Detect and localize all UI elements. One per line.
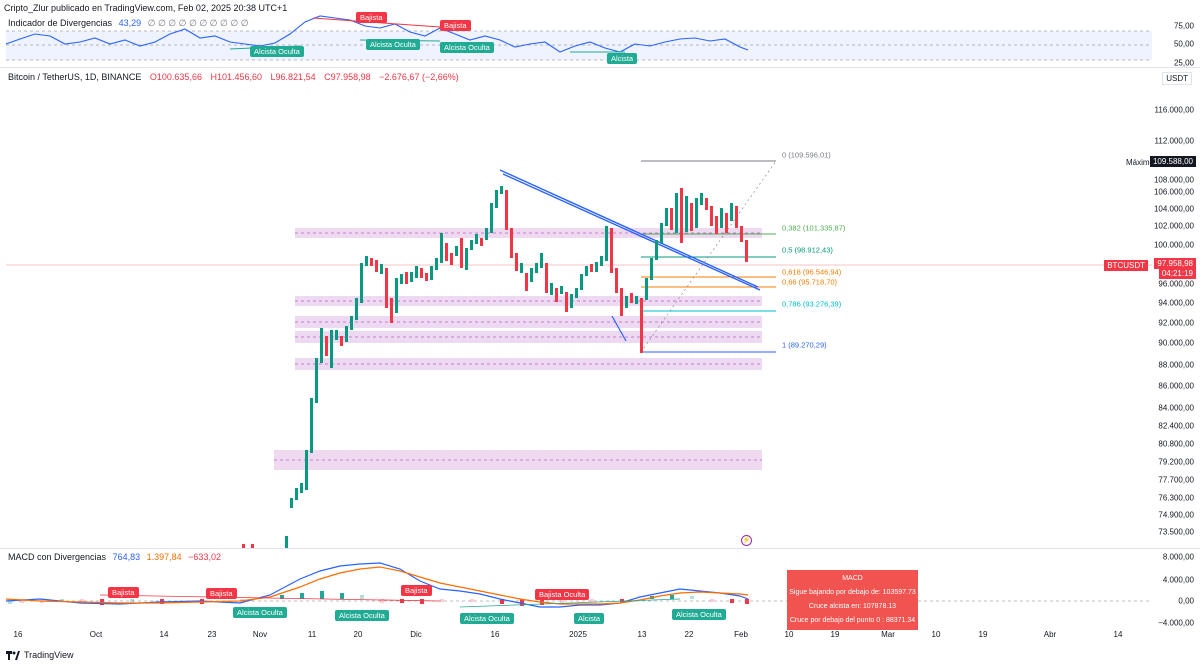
tradingview-logo-icon [6, 650, 20, 660]
countdown-tag: 04:21:19 [1158, 268, 1196, 279]
zones [274, 228, 762, 470]
maximo-label: Máximo [1126, 158, 1155, 167]
main-price-chart[interactable] [0, 68, 1200, 548]
div-tag-alcista-oculta-1: Alcista Oculta [250, 46, 304, 57]
fib-level-1: 1 (89.270,29) [782, 340, 827, 350]
macd-tag-alcista-oculta-2: Alcista Oculta [335, 610, 389, 621]
div-tag-alcista-oculta-2: Alcista Oculta [366, 39, 420, 50]
macd-value-1: 764,83 [112, 552, 141, 562]
macd-name: MACD con Divergencias [8, 552, 107, 562]
tradingview-brand[interactable]: TradingView [6, 650, 74, 660]
div-indicator-axis[interactable]: 75,00 50,00 25,00 [1173, 21, 1194, 68]
brand-name: TradingView [24, 650, 74, 660]
pane-separator[interactable] [0, 67, 1200, 68]
div-indicator-header[interactable]: Indicador de Divergencias 43,29 ∅ ∅ ∅ ∅ … [8, 18, 249, 29]
ticker-tag: BTCUSDT [1104, 260, 1148, 271]
macd-tag-bajista-oculta: Bajista Oculta [535, 589, 590, 600]
macd-tag-alcista: Alcista [574, 613, 605, 624]
fib-level-0: 0 (109.596,01) [782, 150, 831, 160]
macd-plot[interactable] [0, 549, 1200, 629]
macd-box-line2: Cruce alcista en: 107878.13 [808, 603, 897, 610]
main-chart-header[interactable]: Bitcoin / TetherUS, 1D, BINANCE O100.635… [8, 72, 459, 82]
ohlc-close: C97.958,98 [324, 72, 371, 82]
div-tag-alcista: Alcista [607, 53, 638, 64]
lightning-icon[interactable]: ⚡ [741, 535, 752, 546]
fib-level-066: 0,66 (95.718,70) [782, 277, 838, 287]
fib-level-05: 0,5 (98.912,43) [782, 245, 833, 255]
time-axis[interactable]: 16 Oct 14 23 Nov 11 20 Dic 16 2025 13 22… [13, 630, 1123, 639]
ohlc-high: H101.456,60 [210, 72, 263, 82]
symbol-title: Bitcoin / TetherUS, 1D, BINANCE [8, 72, 142, 82]
fib-level-0382: 0,382 (101.335,87) [782, 223, 846, 233]
macd-tag-bajista-3: Bajista [401, 585, 432, 596]
last-price-tag: 97.958,98 [1154, 258, 1196, 269]
currency-button[interactable]: USDT [1162, 72, 1192, 85]
macd-value-3: −633,02 [188, 552, 221, 562]
macd-tag-bajista-2: Bajista [206, 588, 237, 599]
fib-level-0618: 0,618 (96.546,94) [782, 267, 842, 277]
div-indicator-plot[interactable] [0, 14, 1200, 66]
div-tag-alcista-oculta-3: Alcista Oculta [440, 42, 494, 53]
publisher-bar: Cripto_Zlur publicado en TradingView.com… [4, 3, 288, 13]
macd-header[interactable]: MACD con Divergencias 764,83 1.397,84 −6… [8, 552, 221, 562]
div-indicator-name: Indicador de Divergencias [8, 18, 113, 28]
div-indicator-zeros: ∅ ∅ ∅ ∅ ∅ ∅ ∅ ∅ ∅ ∅ [147, 18, 249, 28]
macd-box-line3: Cruce por debajo del punto 0 : 88371.34 [789, 617, 916, 624]
macd-box-line1: Sigue bajando por debajo de: 103597.73 [789, 589, 916, 596]
fib-level-0786: 0,786 (93.276,39) [782, 299, 842, 309]
macd-box-title: MACD [842, 575, 863, 582]
macd-axis[interactable]: 8.000,00 4.000,00 0,00 −4.000,00 [1158, 552, 1194, 628]
div-tag-bajista-1: Bajista [356, 12, 387, 23]
div-indicator-value: 43,29 [118, 18, 142, 28]
macd-tag-bajista-1: Bajista [108, 587, 139, 598]
maximo-price-tag: 109.588,00 [1149, 156, 1196, 167]
ohlc-low: L96.821,54 [270, 72, 316, 82]
macd-info-box: MACD Sigue bajando por debajo de: 103597… [787, 570, 918, 630]
macd-tag-alcista-oculta-1: Alcista Oculta [233, 607, 287, 618]
pane-separator[interactable] [0, 548, 1200, 549]
candles [242, 186, 748, 548]
ohlc-change: −2.676,67 (−2,66%) [379, 72, 459, 82]
macd-value-2: 1.397,84 [146, 552, 182, 562]
ohlc-open: O100.635,66 [149, 72, 202, 82]
macd-tag-alcista-oculta-3: Alcista Oculta [460, 613, 514, 624]
div-tag-bajista-2: Bajista [440, 20, 471, 31]
macd-tag-alcista-oculta-4: Alcista Oculta [672, 609, 726, 620]
price-axis[interactable]: 116.000,00 112.000,00 108.000,00 106.000… [1153, 105, 1194, 537]
